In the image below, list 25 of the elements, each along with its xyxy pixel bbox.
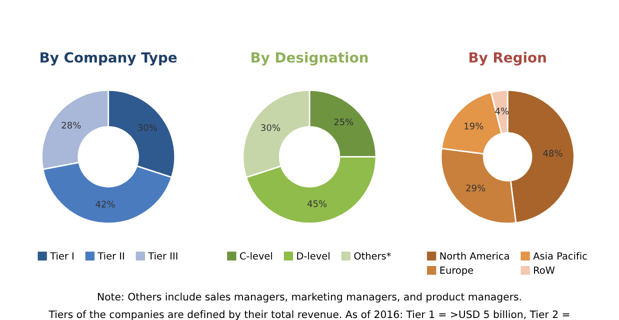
legend-label: RoW [534,266,555,274]
legend-label: D-level [297,252,330,260]
legend-label: C-level [240,252,272,260]
legend-label: Europe [440,266,474,276]
data-label: 30% [138,124,157,132]
legend-label: Asia Pacific [533,252,587,260]
legend-label: Tier I [50,252,74,260]
data-label: 30% [261,124,280,132]
text: Tiers of the companies are defined by their total revenue. As of 2016: Tier 1 = >USD 5 billion, Tier 2 = [48,310,570,320]
data-label: 25% [334,118,354,126]
data-label: 4% [495,108,509,115]
data-label: 19% [464,122,484,130]
chart-title: By Region [469,52,546,66]
text: Note: Others include sales managers, marketing managers, and product managers. [98,292,521,303]
legend-label: Others* [354,252,391,260]
legend-label: North America [440,252,509,260]
data-label: 45% [307,200,327,208]
legend-label: Tier II [98,252,124,260]
data-label: 28% [62,122,81,129]
data-label: 42% [96,200,115,208]
legend-label: Tier III [148,252,178,260]
chart-title: By Designation [252,52,368,66]
chart-title: By Company Type [40,52,177,66]
data-label: 29% [466,184,486,192]
data-label: 48% [543,150,562,157]
